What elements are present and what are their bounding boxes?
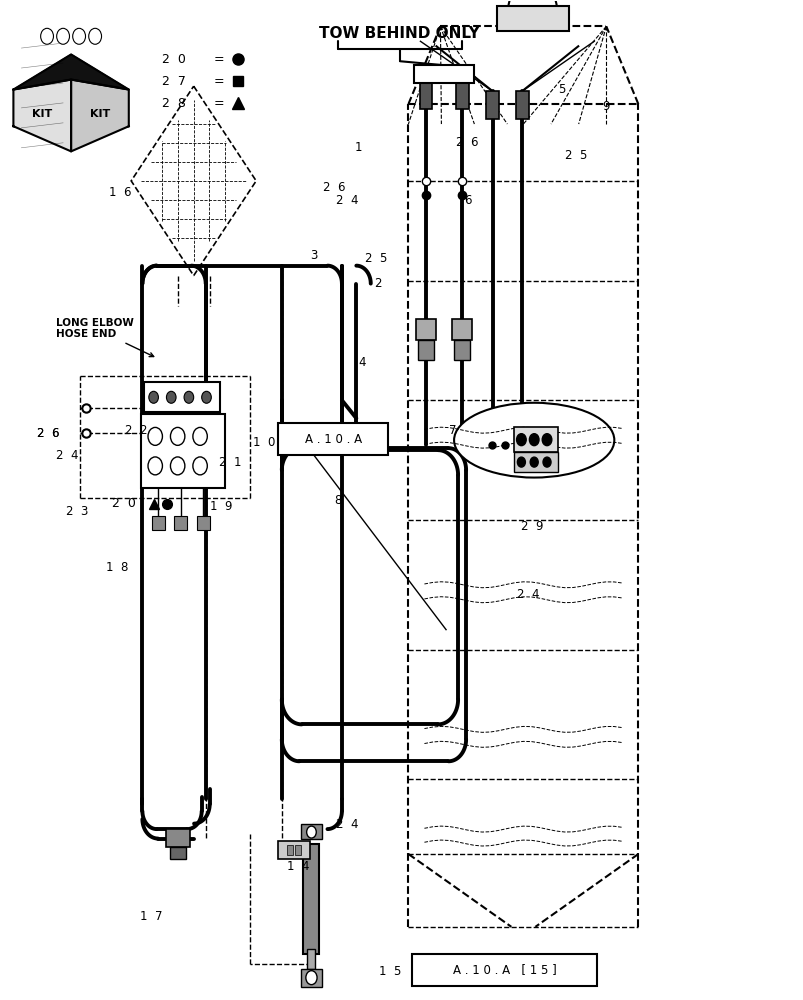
Bar: [300, 969, 321, 987]
Bar: [278, 423, 388, 455]
Text: 2  0: 2 0: [112, 497, 136, 510]
Text: 2  6: 2 6: [37, 427, 59, 440]
Text: KIT: KIT: [32, 109, 52, 119]
Bar: [416, 319, 435, 340]
Circle shape: [184, 391, 194, 403]
Bar: [454, 340, 470, 360]
Bar: [486, 91, 499, 119]
Circle shape: [170, 427, 185, 445]
Text: 2  7: 2 7: [161, 75, 185, 88]
Bar: [295, 845, 300, 855]
Circle shape: [306, 826, 316, 838]
Text: 2: 2: [373, 277, 381, 290]
Text: 2  8: 2 8: [161, 97, 185, 110]
Polygon shape: [14, 80, 71, 151]
Text: 2  9: 2 9: [520, 520, 542, 533]
Text: 2  4: 2 4: [55, 449, 78, 462]
Text: 1: 1: [354, 141, 361, 154]
Circle shape: [149, 391, 158, 403]
Circle shape: [72, 28, 85, 44]
Polygon shape: [14, 54, 128, 90]
Text: 2  4: 2 4: [336, 194, 358, 207]
Circle shape: [193, 457, 207, 475]
Bar: [452, 319, 471, 340]
Text: =: =: [214, 97, 224, 110]
Bar: [144, 382, 220, 412]
Circle shape: [305, 971, 316, 985]
Text: 9: 9: [601, 100, 609, 113]
Bar: [303, 844, 319, 954]
Bar: [307, 949, 315, 969]
Circle shape: [542, 457, 550, 467]
Text: A . 1 0 . A: A . 1 0 . A: [304, 433, 361, 446]
Bar: [496, 6, 568, 31]
Bar: [197, 516, 210, 530]
Bar: [455, 81, 468, 109]
Text: 4: 4: [358, 356, 365, 369]
Circle shape: [517, 457, 524, 467]
Bar: [287, 845, 292, 855]
Text: 2  6: 2 6: [322, 181, 344, 194]
Text: 2  4: 2 4: [516, 588, 538, 601]
Circle shape: [528, 434, 538, 446]
Text: LONG ELBOW
HOSE END: LONG ELBOW HOSE END: [55, 318, 153, 357]
Bar: [169, 847, 185, 859]
Circle shape: [148, 457, 162, 475]
Circle shape: [41, 28, 54, 44]
Text: 5: 5: [558, 83, 565, 96]
Circle shape: [541, 434, 551, 446]
Text: A . 1 0 . A   [ 1 5 ]: A . 1 0 . A [ 1 5 ]: [452, 963, 556, 976]
Circle shape: [516, 434, 525, 446]
Circle shape: [202, 391, 211, 403]
Bar: [165, 829, 190, 847]
Ellipse shape: [454, 403, 613, 478]
Text: 2  3: 2 3: [65, 505, 88, 518]
Text: 2  5: 2 5: [564, 149, 586, 162]
Text: 1  9: 1 9: [210, 500, 232, 513]
Circle shape: [56, 28, 69, 44]
Text: 2  2: 2 2: [124, 424, 147, 437]
Text: 2  0: 2 0: [161, 53, 185, 66]
Circle shape: [529, 457, 537, 467]
Bar: [411, 954, 597, 986]
Text: 2  6: 2 6: [456, 136, 479, 149]
Bar: [514, 452, 557, 472]
Bar: [300, 824, 321, 839]
Bar: [174, 516, 187, 530]
Text: 3: 3: [310, 249, 317, 262]
Text: 2  4: 2 4: [336, 818, 358, 831]
Text: =: =: [214, 75, 224, 88]
Circle shape: [148, 427, 162, 445]
Text: 1  4: 1 4: [286, 860, 308, 873]
Bar: [141, 414, 225, 488]
Text: 2  6: 2 6: [37, 427, 59, 440]
Bar: [152, 516, 165, 530]
Text: KIT: KIT: [90, 109, 110, 119]
Circle shape: [193, 427, 207, 445]
Text: 1  5: 1 5: [378, 965, 401, 978]
Bar: [414, 65, 474, 83]
Circle shape: [170, 457, 185, 475]
Bar: [516, 91, 528, 119]
Text: 6: 6: [463, 194, 471, 207]
Circle shape: [88, 28, 101, 44]
Polygon shape: [71, 80, 128, 151]
Text: TOW BEHIND ONLY: TOW BEHIND ONLY: [319, 26, 479, 41]
Text: 8: 8: [334, 494, 341, 507]
Bar: [419, 81, 432, 109]
Circle shape: [166, 391, 176, 403]
Text: 2  1: 2 1: [219, 456, 242, 469]
Text: 1  6: 1 6: [108, 186, 131, 199]
Text: 1  0: 1 0: [253, 436, 275, 449]
Bar: [514, 427, 557, 452]
Text: 1  7: 1 7: [140, 910, 162, 923]
Text: 7: 7: [448, 424, 455, 437]
Text: =: =: [214, 53, 224, 66]
Text: 2  5: 2 5: [365, 252, 387, 265]
Text: 1  8: 1 8: [106, 561, 128, 574]
Bar: [418, 340, 434, 360]
Bar: [278, 841, 309, 859]
